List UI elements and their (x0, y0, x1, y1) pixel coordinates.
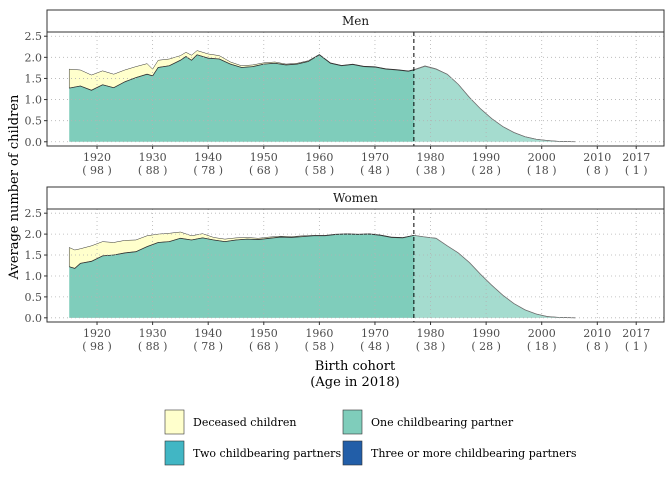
y-tick-label: 2.5 (25, 30, 43, 43)
y-tick-label: 1.0 (25, 94, 43, 107)
y-tick-label: 1.5 (25, 249, 43, 262)
panel-men: Men 0.0 0.5 1.0 1.5 2.0 2.5 1920( 98 ) 1930( 88 … (25, 9, 665, 177)
incomplete-cohort-shade (413, 209, 664, 322)
x-tick-age-label: ( 48 ) (360, 164, 390, 177)
legend-label: One childbearing partner (371, 416, 514, 429)
x-axis-subtitle: (Age in 2018) (310, 375, 399, 390)
x-tick-age-label: ( 18 ) (527, 340, 557, 353)
x-tick-label: 1950 (250, 327, 278, 340)
legend-swatch (342, 409, 363, 435)
x-tick-age-label: ( 28 ) (471, 340, 501, 353)
x-tick-label: 2017 (622, 151, 650, 164)
x-tick-label: 1960 (305, 327, 333, 340)
legend: Deceased children One childbearing partne… (164, 409, 577, 466)
x-tick-label: 1960 (305, 151, 333, 164)
x-tick-age-label: ( 78 ) (193, 340, 223, 353)
x-tick-age-label: ( 38 ) (416, 340, 446, 353)
x-tick-label: 1980 (417, 327, 445, 340)
x-tick-age-label: ( 48 ) (360, 340, 390, 353)
x-tick-label: 2000 (528, 327, 556, 340)
y-tick-label: 0.0 (25, 312, 43, 325)
panel-title: Women (333, 191, 378, 205)
legend-label: Two childbearing partners (193, 447, 341, 460)
panel-title: Men (342, 14, 369, 28)
plot-frame (46, 208, 665, 323)
x-tick-label: 1940 (194, 151, 222, 164)
x-tick-label: 1990 (472, 327, 500, 340)
legend-swatch (164, 409, 185, 435)
x-tick-age-label: ( 88 ) (138, 164, 168, 177)
incomplete-cohort-shade (413, 32, 664, 146)
legend-label: Three or more childbearing partners (371, 447, 577, 460)
y-tick-label: 0.5 (25, 115, 43, 128)
y-tick-label: 1.0 (25, 270, 43, 283)
x-tick-age-label: ( 8 ) (586, 340, 609, 353)
x-tick-age-label: ( 8 ) (586, 164, 609, 177)
x-tick-label: 1920 (83, 327, 111, 340)
x-tick-label: 1980 (417, 151, 445, 164)
x-tick-age-label: ( 78 ) (193, 164, 223, 177)
x-tick-age-label: ( 98 ) (82, 340, 112, 353)
x-tick-label: 1940 (194, 327, 222, 340)
x-tick-age-label: ( 1 ) (625, 340, 648, 353)
x-tick-age-label: ( 38 ) (416, 164, 446, 177)
x-tick-age-label: ( 88 ) (138, 340, 168, 353)
y-axis-title: Average number of children (7, 94, 22, 280)
x-tick-age-label: ( 28 ) (471, 164, 501, 177)
x-axis-title: Birth cohort (315, 359, 396, 374)
legend-swatch (342, 440, 363, 466)
legend-item-three: Three or more childbearing partners (342, 440, 577, 466)
y-tick-label: 0.0 (25, 136, 43, 149)
x-tick-label: 1970 (361, 327, 389, 340)
legend-swatch (164, 440, 185, 466)
legend-item-one: One childbearing partner (342, 409, 514, 435)
series-outline (69, 233, 576, 319)
area-one-partner (69, 54, 576, 142)
plot-frame (46, 31, 665, 147)
y-tick-label: 1.5 (25, 72, 43, 85)
y-tick-label: 2.5 (25, 207, 43, 220)
x-tick-age-label: ( 68 ) (249, 340, 279, 353)
x-tick-age-label: ( 58 ) (305, 340, 335, 353)
x-tick-label: 1930 (139, 151, 167, 164)
x-tick-age-label: ( 98 ) (82, 164, 112, 177)
legend-item-deceased: Deceased children (164, 409, 296, 435)
x-tick-age-label: ( 68 ) (249, 164, 279, 177)
x-tick-label: 1950 (250, 151, 278, 164)
series-outline (69, 54, 576, 143)
x-tick-age-label: ( 1 ) (625, 164, 648, 177)
x-tick-label: 2010 (583, 327, 611, 340)
x-tick-age-label: ( 18 ) (527, 164, 557, 177)
x-tick-label: 2010 (583, 151, 611, 164)
x-tick-label: 1990 (472, 151, 500, 164)
y-tick-label: 2.0 (25, 51, 43, 64)
y-tick-label: 0.5 (25, 291, 43, 304)
legend-label: Deceased children (193, 416, 296, 429)
x-tick-label: 2017 (622, 327, 650, 340)
x-tick-age-label: ( 58 ) (305, 164, 335, 177)
x-tick-label: 1930 (139, 327, 167, 340)
x-tick-label: 1920 (83, 151, 111, 164)
legend-item-two: Two childbearing partners (164, 440, 341, 466)
x-tick-label: 2000 (528, 151, 556, 164)
y-tick-label: 2.0 (25, 228, 43, 241)
x-tick-label: 1970 (361, 151, 389, 164)
